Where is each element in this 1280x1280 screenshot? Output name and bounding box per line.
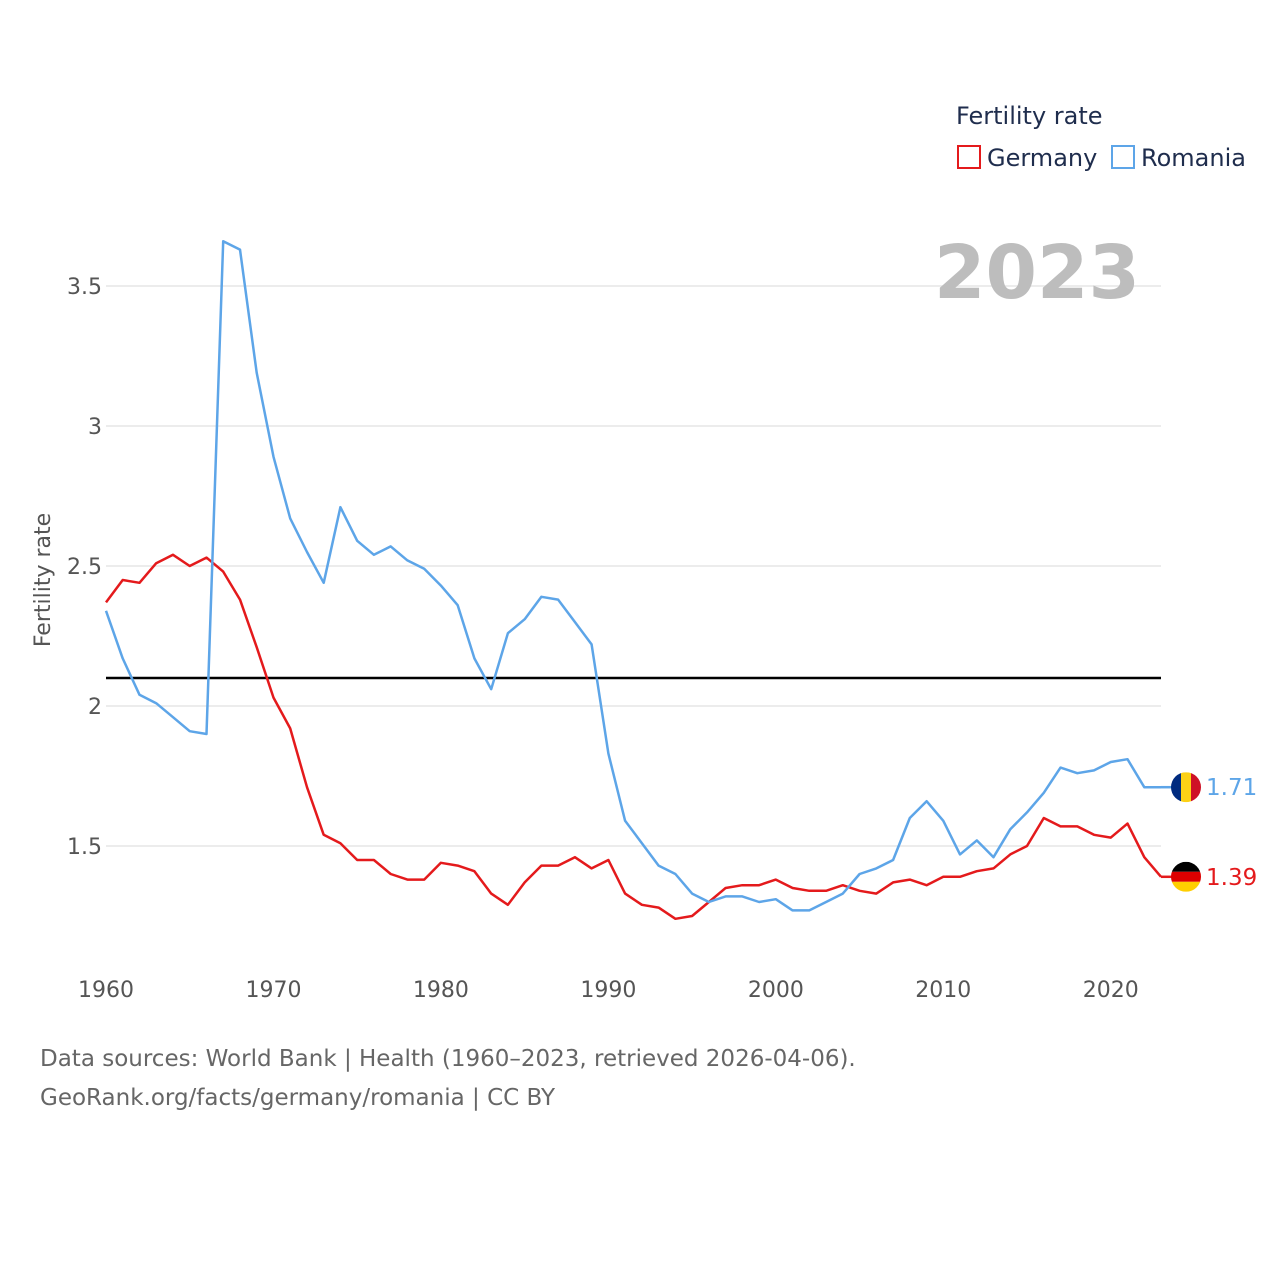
x-tick-label: 2000 (748, 978, 804, 1003)
x-tick-label: 2010 (915, 978, 971, 1003)
y-tick-label: 3.5 (67, 275, 102, 300)
legend: Fertility rate Germany Romania (956, 102, 1246, 172)
series-line-romania (104, 239, 1161, 912)
x-tick-label: 1960 (78, 978, 134, 1003)
x-tick-label: 1980 (413, 978, 469, 1003)
y-tick-label: 2.5 (67, 555, 102, 580)
romania-flag-icon (1171, 772, 1201, 803)
legend-item-romania[interactable]: Romania (1111, 144, 1246, 172)
footer-sources: Data sources: World Bank | Health (1960–… (40, 1046, 856, 1072)
x-axis-ticks: 1960 1970 1980 1990 2000 2010 2020 (78, 978, 1139, 1003)
footer-attribution: GeoRank.org/facts/germany/romania | CC B… (40, 1085, 556, 1111)
x-tick-label: 2020 (1083, 978, 1139, 1003)
legend-title: Fertility rate (956, 102, 1103, 130)
y-axis-ticks: 1.5 2 2.5 3 3.5 (67, 275, 102, 860)
x-tick-label: 1990 (580, 978, 636, 1003)
grid-lines (106, 285, 1161, 847)
fertility-rate-chart: 1.5 2 2.5 3 3.5 1960 1970 1980 1990 2000 2010 2020… (31, 102, 1257, 1003)
end-markers: 1.39 1.71 (1161, 772, 1257, 892)
current-year-label: 2023 (934, 230, 1140, 316)
y-tick-label: 3 (88, 415, 102, 440)
end-value-germany: 1.39 (1206, 865, 1257, 891)
y-tick-label: 1.5 (67, 835, 102, 860)
end-value-romania: 1.71 (1206, 775, 1257, 801)
series-lines (104, 239, 1162, 921)
y-axis-title: Fertility rate (31, 513, 56, 647)
series-line-germany (104, 553, 1162, 921)
legend-item-germany[interactable]: Germany (957, 144, 1097, 172)
legend-label-germany: Germany (987, 144, 1097, 172)
y-tick-label: 2 (88, 695, 102, 720)
legend-swatch-germany (957, 145, 981, 169)
germany-flag-icon (1171, 861, 1201, 892)
legend-label-romania: Romania (1141, 144, 1246, 172)
legend-swatch-romania (1111, 145, 1135, 169)
x-tick-label: 1970 (245, 978, 301, 1003)
